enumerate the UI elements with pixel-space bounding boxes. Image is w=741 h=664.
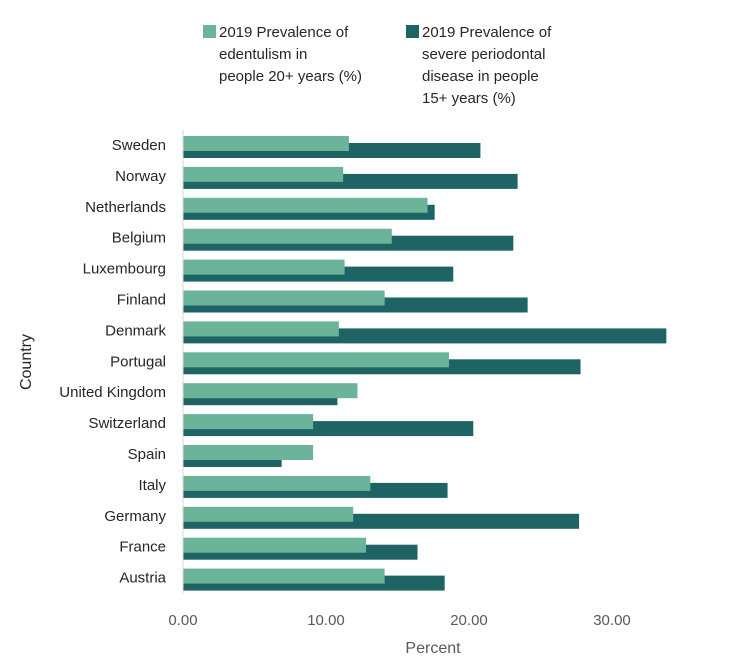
legend-label: 2019 Prevalence of <box>422 24 552 41</box>
y-tick-label: Netherlands <box>85 199 166 216</box>
legend-label: 2019 Prevalence of <box>219 24 349 41</box>
x-tick-labels: 0.00 10.00 20.00 30.00 <box>168 612 630 629</box>
bar-edentulism <box>183 414 314 430</box>
bar-edentulism <box>183 537 367 553</box>
y-tick-label: Denmark <box>105 322 166 339</box>
bar-edentulism <box>183 166 344 182</box>
y-tick-label: Norway <box>115 168 166 185</box>
bar-edentulism <box>183 136 349 151</box>
legend-swatch <box>406 25 419 38</box>
bar-edentulism <box>183 290 385 306</box>
bars <box>183 136 667 591</box>
bar-edentulism <box>183 506 354 522</box>
y-tick-label: Switzerland <box>88 415 166 432</box>
bar-edentulism <box>183 568 385 584</box>
legend-label: edentulism in <box>219 46 307 63</box>
legend-label: disease in people <box>422 68 539 85</box>
x-axis-title: Percent <box>405 640 461 657</box>
legend-label: people 20+ years (%) <box>219 68 362 85</box>
bar-edentulism <box>183 445 314 460</box>
x-tick-label: 0.00 <box>168 612 197 629</box>
bar-edentulism <box>183 475 371 491</box>
bar-edentulism <box>183 352 449 368</box>
y-tick-label: Spain <box>128 446 166 463</box>
x-tick-label: 30.00 <box>593 612 631 629</box>
x-tick-label: 10.00 <box>307 612 345 629</box>
y-tick-label: France <box>119 539 166 556</box>
y-tick-labels: Sweden Norway Netherlands Belgium Luxembourg… <box>59 137 166 587</box>
bar-edentulism <box>183 321 339 337</box>
y-tick-label: Germany <box>104 508 166 525</box>
legend-label: 15+ years (%) <box>422 90 516 107</box>
bar-edentulism <box>183 259 345 275</box>
legend: 2019 Prevalence of edentulism in people 20… <box>203 24 552 107</box>
y-tick-label: Portugal <box>110 353 166 370</box>
y-tick-label: Luxembourg <box>83 261 166 278</box>
legend-label: severe periodontal <box>422 46 545 63</box>
y-tick-label: Finland <box>117 292 166 309</box>
bar-edentulism <box>183 228 392 244</box>
y-axis-title: Country <box>18 334 35 390</box>
bar-edentulism <box>183 197 428 213</box>
y-tick-label: Belgium <box>112 230 166 247</box>
y-tick-label: Austria <box>119 570 166 587</box>
legend-swatch <box>203 25 216 38</box>
bar-edentulism <box>183 383 358 399</box>
y-tick-label: Sweden <box>112 137 166 154</box>
y-tick-label: United Kingdom <box>59 384 166 401</box>
y-tick-label: Italy <box>138 477 166 494</box>
x-tick-label: 20.00 <box>450 612 488 629</box>
